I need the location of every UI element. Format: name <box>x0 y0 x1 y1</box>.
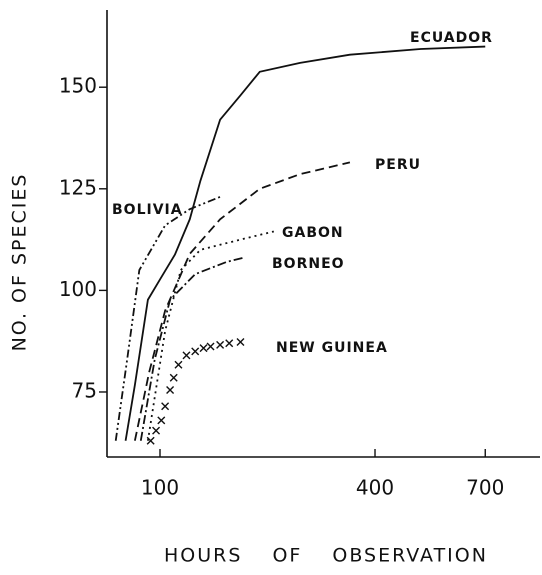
series-line <box>133 161 351 441</box>
series-label: PERU <box>375 157 421 173</box>
x-marker <box>146 436 155 445</box>
x-marker <box>225 339 234 348</box>
series-label: ECUADOR <box>410 30 493 46</box>
series-label: NEW GUINEA <box>276 340 388 356</box>
y-axis-label: NO. OF SPECIES <box>9 173 31 352</box>
x-marker <box>166 385 175 394</box>
x-tick-label: 100 <box>141 476 179 500</box>
x-marker <box>236 338 245 346</box>
x-marker <box>182 351 191 360</box>
x-marker <box>161 402 170 411</box>
series-line <box>147 230 275 441</box>
y-tick-label: 75 <box>72 378 97 402</box>
x-marker <box>152 426 161 435</box>
y-tick-label: 100 <box>59 277 97 301</box>
series-label: GABON <box>282 225 344 241</box>
x-marker <box>206 342 215 351</box>
x-tick-label: 700 <box>466 476 504 500</box>
series-label: BOLIVIA <box>112 202 183 218</box>
x-marker <box>216 340 225 349</box>
x-marker <box>199 344 208 353</box>
series-line <box>124 45 486 441</box>
x-marker <box>191 347 200 356</box>
x-axis-label: HOURS OF OBSERVATION <box>164 545 488 567</box>
series-line <box>114 196 221 441</box>
y-tick-label: 125 <box>59 175 97 199</box>
x-marker <box>157 416 166 425</box>
x-marker <box>174 360 183 369</box>
series-line <box>139 257 244 441</box>
x-marker <box>169 373 178 382</box>
series-label: BORNEO <box>272 256 345 272</box>
x-tick-label: 400 <box>356 476 394 500</box>
y-tick-label: 150 <box>59 74 97 98</box>
